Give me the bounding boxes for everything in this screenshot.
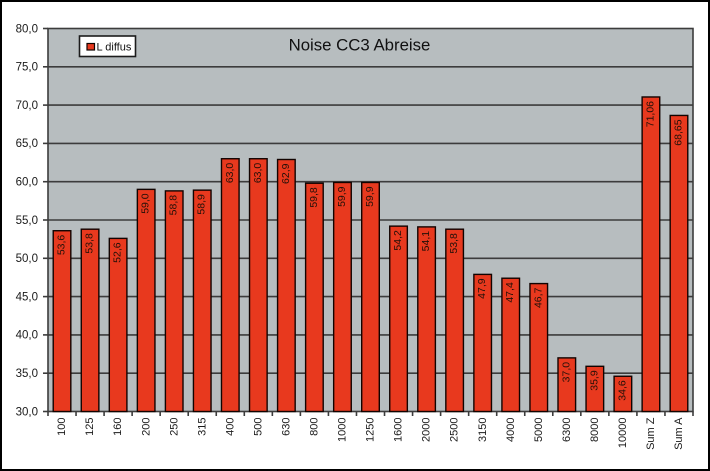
svg-text:75,0: 75,0 — [16, 62, 38, 74]
svg-text:52,6: 52,6 — [112, 242, 124, 263]
svg-text:630: 630 — [280, 418, 292, 436]
svg-text:4000: 4000 — [505, 418, 517, 442]
svg-text:46,7: 46,7 — [532, 287, 544, 308]
svg-text:59,9: 59,9 — [364, 186, 376, 207]
svg-text:54,1: 54,1 — [420, 231, 432, 252]
svg-text:50,0: 50,0 — [16, 253, 38, 265]
svg-text:63,0: 63,0 — [252, 163, 264, 184]
svg-text:47,9: 47,9 — [476, 278, 488, 299]
svg-text:53,8: 53,8 — [448, 233, 460, 254]
svg-text:40,0: 40,0 — [16, 330, 38, 342]
svg-text:71,06: 71,06 — [644, 101, 656, 127]
svg-text:59,9: 59,9 — [336, 186, 348, 207]
svg-text:500: 500 — [252, 418, 264, 436]
svg-text:70,0: 70,0 — [16, 100, 38, 112]
svg-text:59,0: 59,0 — [140, 193, 152, 214]
svg-text:Sum Z: Sum Z — [645, 417, 657, 450]
svg-text:47,4: 47,4 — [504, 282, 516, 303]
svg-text:55,0: 55,0 — [16, 215, 38, 227]
svg-text:Sum A: Sum A — [673, 417, 685, 450]
svg-text:63,0: 63,0 — [224, 163, 236, 184]
svg-text:5000: 5000 — [533, 418, 545, 442]
svg-text:200: 200 — [140, 418, 152, 436]
svg-text:10000: 10000 — [617, 418, 629, 449]
svg-text:54,2: 54,2 — [392, 230, 404, 251]
svg-text:65,0: 65,0 — [16, 138, 38, 150]
svg-text:1600: 1600 — [393, 418, 405, 442]
svg-text:2500: 2500 — [449, 418, 461, 442]
svg-text:1000: 1000 — [337, 418, 349, 442]
svg-text:68,65: 68,65 — [672, 119, 684, 145]
svg-text:80,0: 80,0 — [16, 23, 38, 35]
svg-text:3150: 3150 — [477, 418, 489, 442]
svg-text:34,6: 34,6 — [616, 380, 628, 401]
svg-text:400: 400 — [224, 418, 236, 436]
svg-text:125: 125 — [84, 418, 96, 436]
svg-text:37,0: 37,0 — [560, 362, 572, 383]
svg-text:45,0: 45,0 — [16, 291, 38, 303]
svg-text:60,0: 60,0 — [16, 177, 38, 189]
svg-text:100: 100 — [56, 418, 68, 436]
svg-text:58,9: 58,9 — [196, 194, 208, 215]
svg-text:1250: 1250 — [365, 418, 377, 442]
svg-text:Noise CC3 Abreise: Noise CC3 Abreise — [289, 36, 431, 55]
svg-text:35,9: 35,9 — [588, 370, 600, 391]
svg-text:250: 250 — [168, 418, 180, 436]
svg-text:35,0: 35,0 — [16, 368, 38, 380]
svg-text:315: 315 — [196, 418, 208, 436]
svg-text:62,9: 62,9 — [280, 163, 292, 184]
svg-text:800: 800 — [309, 418, 321, 436]
svg-text:58,8: 58,8 — [168, 195, 180, 216]
svg-text:53,6: 53,6 — [56, 235, 68, 256]
svg-text:8000: 8000 — [589, 418, 601, 442]
svg-text:L diffus: L diffus — [97, 42, 132, 54]
svg-text:6300: 6300 — [561, 418, 573, 442]
svg-text:160: 160 — [112, 418, 124, 436]
svg-text:59,8: 59,8 — [308, 187, 320, 208]
svg-text:53,8: 53,8 — [84, 233, 96, 254]
svg-text:30,0: 30,0 — [16, 406, 38, 418]
svg-text:2000: 2000 — [421, 418, 433, 442]
